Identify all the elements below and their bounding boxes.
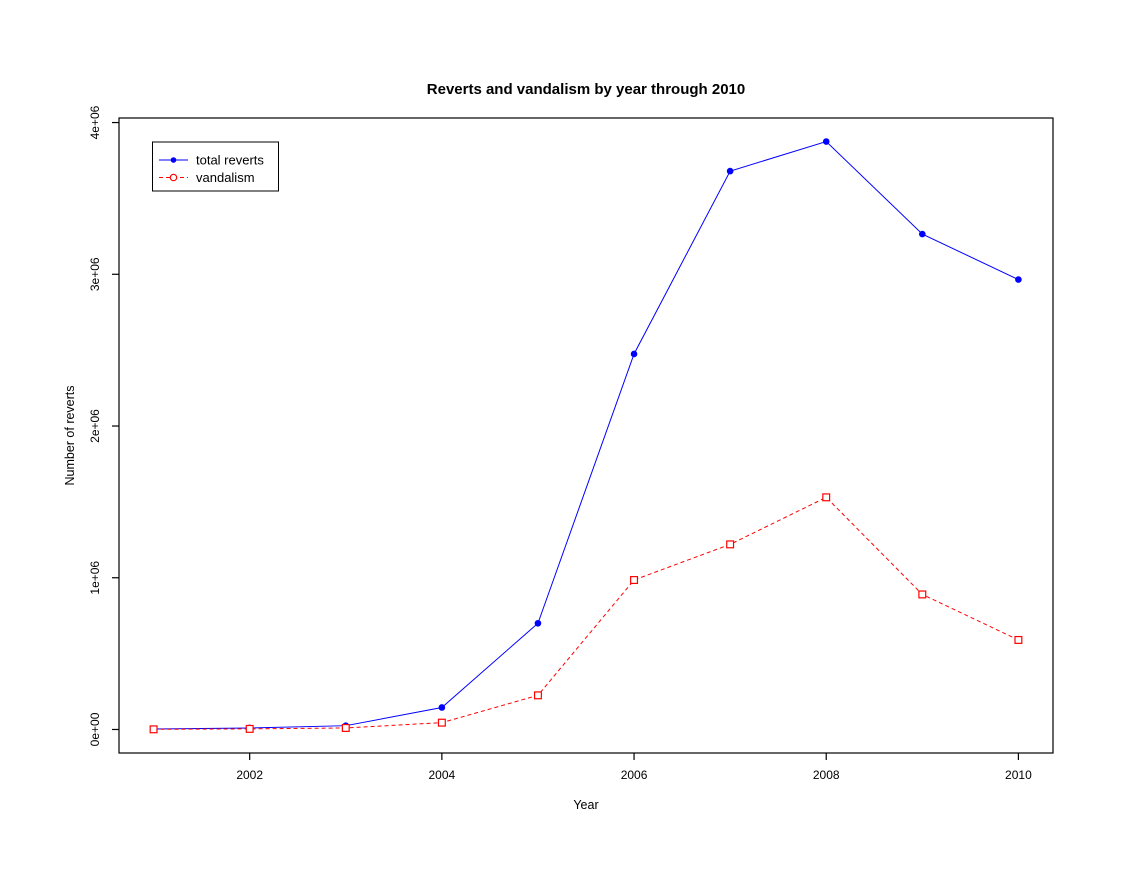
data-point-vandalism [726, 540, 735, 549]
y-tick-label: 0e+00 [88, 712, 102, 746]
legend: total reverts vandalism [152, 141, 279, 192]
chart-title: Reverts and vandalism by year through 20… [427, 81, 745, 98]
y-tick-label: 3e+06 [88, 257, 102, 291]
data-point-vandalism [341, 723, 350, 732]
y-tick-label: 2e+06 [88, 409, 102, 443]
data-point-vandalism [630, 576, 639, 585]
y-tick-label: 4e+06 [88, 105, 102, 139]
data-point-total-reverts [919, 230, 926, 238]
x-tick-label: 2004 [429, 768, 456, 782]
y-axis-label: Number of reverts [63, 385, 77, 485]
legend-label: total reverts [196, 153, 264, 168]
series-line-total-reverts [153, 140, 1019, 730]
x-axis-label: Year [573, 798, 598, 812]
data-point-vandalism [822, 493, 831, 502]
data-point-vandalism [918, 590, 927, 599]
legend-marker-filled-circle [170, 157, 177, 163]
series-line-vandalism [153, 496, 1019, 730]
legend-marker-open-circle [169, 173, 178, 182]
x-tick-label: 2002 [236, 768, 263, 782]
data-point-total-reverts [438, 704, 446, 711]
data-point-vandalism [245, 724, 254, 733]
data-point-vandalism [149, 725, 158, 734]
plot-frame [118, 117, 1054, 754]
x-tick-label: 2006 [621, 768, 648, 782]
data-point-total-reverts [630, 350, 638, 358]
legend-box [152, 141, 279, 192]
data-point-total-reverts [726, 167, 734, 175]
data-point-total-reverts [1015, 276, 1022, 283]
plot-area: 2002 2004 2006 2008 2010 0e+00 1e+06 2e+06 3e+06… [88, 105, 1054, 782]
data-point-vandalism [1014, 635, 1023, 644]
x-tick-label: 2010 [1005, 768, 1032, 782]
x-tick-label: 2008 [813, 768, 840, 782]
data-point-total-reverts [822, 138, 830, 145]
data-point-vandalism [437, 718, 446, 727]
data-point-vandalism [533, 691, 542, 700]
y-tick-label: 1e+06 [88, 561, 102, 595]
legend-label: vandalism [196, 170, 255, 185]
data-point-total-reverts [534, 619, 542, 627]
